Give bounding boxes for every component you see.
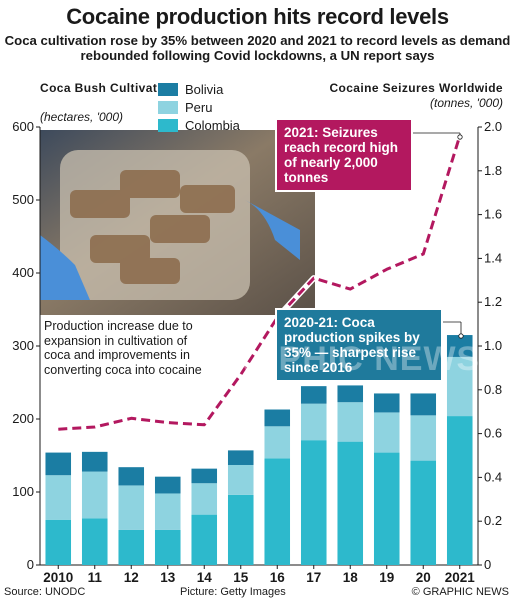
bar-colombia-12 [118, 529, 145, 565]
bar-bolivia-16 [264, 409, 291, 427]
legend-item-colombia: Colombia [158, 116, 240, 134]
bar-colombia-13 [154, 529, 181, 565]
x-label-13: 13 [160, 570, 176, 585]
bar-bolivia-20 [410, 393, 437, 416]
coca-callout: 2020-21: Coca production spikes by 35% —… [275, 308, 443, 382]
bar-bolivia-15 [227, 450, 254, 465]
right-tick-label: 1.0 [484, 338, 502, 353]
legend: Bolivia Peru Colombia [158, 80, 240, 134]
left-tick-label: 100 [12, 484, 34, 499]
seizures-callout: 2021: Seizures reach record high of near… [275, 118, 413, 192]
right-tick-label: 1.6 [484, 207, 502, 222]
bar-bolivia-2010 [45, 452, 72, 476]
left-tick-label: 0 [27, 557, 34, 572]
x-label-2010: 2010 [43, 570, 73, 585]
left-tick-label: 500 [12, 192, 34, 207]
left-tick-label: 600 [12, 119, 34, 134]
production-note: Production increase due to expansion in … [42, 318, 206, 378]
x-label-17: 17 [306, 570, 321, 585]
right-axis-ticks: 0 0.2 0.4 0.6 0.8 1.0 1.2 1.4 1.6 1.8 2.0 [478, 119, 502, 572]
chart-title: Cocaine production hits record levels [66, 4, 449, 29]
right-tick-label: 0.8 [484, 382, 502, 397]
bar-colombia-19 [373, 452, 400, 565]
bar-colombia-15 [227, 494, 254, 565]
right-axis-title: Cocaine Seizures Worldwide [329, 81, 503, 95]
bar-colombia-17 [300, 440, 327, 565]
bar-peru-2021 [446, 356, 473, 417]
x-label-14: 14 [197, 570, 213, 585]
bar-bolivia-12 [118, 467, 145, 486]
bar-bolivia-17 [300, 386, 327, 404]
x-label-2021: 2021 [445, 570, 476, 585]
x-label-12: 12 [124, 570, 139, 585]
x-label-18: 18 [343, 570, 359, 585]
brand-credit: © GRAPHIC NEWS [411, 586, 509, 598]
legend-label-colombia: Colombia [185, 117, 240, 133]
bar-peru-18 [337, 402, 364, 442]
legend-swatch-peru [158, 100, 178, 114]
right-tick-label: 0 [484, 557, 491, 572]
bar-bolivia-14 [191, 468, 218, 484]
legend-item-bolivia: Bolivia [158, 80, 240, 98]
bar-peru-12 [118, 485, 145, 530]
legend-label-peru: Peru [185, 99, 213, 115]
left-axis-unit: (hectares, '000) [40, 110, 123, 124]
left-tick-label: 400 [12, 265, 34, 280]
bar-colombia-18 [337, 441, 364, 565]
bar-bolivia-13 [154, 476, 181, 494]
x-label-11: 11 [88, 570, 103, 585]
left-tick-label: 200 [12, 411, 34, 426]
stacked-bars [45, 335, 473, 565]
right-axis-unit: (tonnes, '000) [429, 96, 503, 110]
bar-peru-2010 [45, 475, 72, 520]
legend-item-peru: Peru [158, 98, 240, 116]
x-label-20: 20 [416, 570, 431, 585]
bar-peru-11 [81, 471, 108, 519]
bar-peru-14 [191, 483, 218, 515]
photo-cocaine-packages [40, 130, 315, 315]
bar-colombia-16 [264, 458, 291, 565]
x-label-15: 15 [233, 570, 249, 585]
bar-colombia-2021 [446, 416, 473, 565]
bar-colombia-2010 [45, 519, 72, 565]
x-label-19: 19 [379, 570, 394, 585]
bar-bolivia-11 [81, 451, 108, 472]
legend-label-bolivia: Bolivia [185, 81, 224, 97]
bar-bolivia-2021 [446, 335, 473, 357]
x-axis-labels: 2010 11 12 13 14 15 16 17 18 19 20 2021 [43, 565, 475, 585]
legend-swatch-colombia [158, 118, 178, 132]
picture-credit: Picture: Getty Images [180, 586, 286, 598]
left-axis-ticks: 0 100 200 300 400 500 600 [12, 119, 40, 572]
bar-colombia-20 [410, 460, 437, 565]
bar-bolivia-18 [337, 385, 364, 403]
left-axis-title: Coca Bush Cultivation [40, 81, 177, 95]
bar-peru-19 [373, 412, 400, 453]
right-tick-label: 0.2 [484, 513, 502, 528]
right-tick-label: 0.6 [484, 426, 502, 441]
right-tick-label: 1.8 [484, 163, 502, 178]
bar-bolivia-19 [373, 393, 400, 413]
bar-peru-17 [300, 403, 327, 441]
right-tick-label: 0.4 [484, 469, 502, 484]
seizures-line [58, 135, 462, 431]
right-tick-label: 2.0 [484, 119, 502, 134]
chart-subtitle: Coca cultivation rose by 35% between 202… [4, 33, 511, 63]
bar-peru-15 [227, 464, 254, 495]
bar-peru-16 [264, 426, 291, 459]
left-tick-label: 300 [12, 338, 34, 353]
bar-peru-20 [410, 415, 437, 461]
x-label-16: 16 [270, 570, 286, 585]
right-tick-label: 1.4 [484, 250, 502, 265]
watermark: GRAPHIC NEWS [200, 340, 481, 378]
bar-colombia-14 [191, 514, 218, 565]
source-credit: Source: UNODC [4, 586, 86, 598]
bar-peru-13 [154, 493, 181, 530]
legend-swatch-bolivia [158, 82, 178, 96]
right-tick-label: 1.2 [484, 294, 502, 309]
bar-colombia-11 [81, 518, 108, 565]
